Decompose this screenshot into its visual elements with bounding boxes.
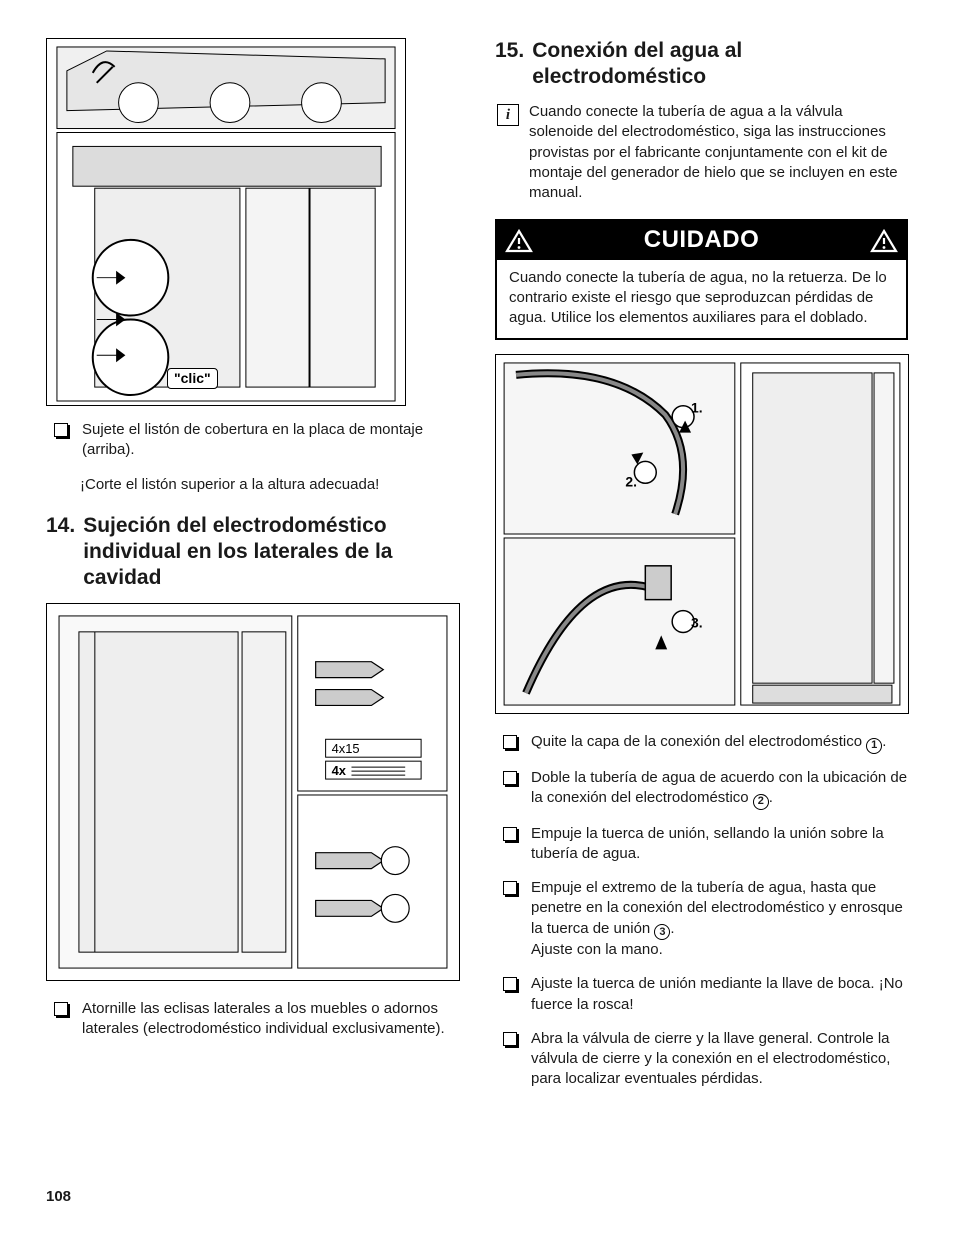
section-14-num: 14. bbox=[46, 513, 75, 539]
list-item: Ajuste la tuerca de unión mediante la ll… bbox=[497, 974, 908, 1015]
section-15-title: Conexión del agua al electrodoméstico bbox=[532, 38, 908, 90]
bullet-list-b: Atornille las eclisas laterales a los mu… bbox=[46, 999, 459, 1040]
circled-ref-2: 2 bbox=[753, 794, 769, 810]
right-column: 15. Conexión del agua al electrodoméstic… bbox=[495, 38, 908, 1104]
screw-size-label: 4x15 bbox=[332, 741, 360, 756]
svg-text:4x: 4x bbox=[332, 763, 347, 778]
svg-text:2.: 2. bbox=[625, 474, 637, 490]
list-item: Atornille las eclisas laterales a los mu… bbox=[48, 999, 459, 1040]
left-column: "clic" Sujete el listón de cobertura en … bbox=[46, 38, 459, 1104]
section-14-heading: 14. Sujeción del electrodoméstico indivi… bbox=[46, 513, 459, 591]
cut-strip-note: ¡Corte el listón superior a la altura ad… bbox=[46, 475, 459, 495]
section-15-heading: 15. Conexión del agua al electrodoméstic… bbox=[495, 38, 908, 90]
caution-header: CUIDADO bbox=[497, 221, 906, 259]
section-15-num: 15. bbox=[495, 38, 524, 64]
list-item: Sujete el listón de cobertura en la plac… bbox=[48, 420, 459, 461]
list-text: Sujete el listón de cobertura en la plac… bbox=[82, 421, 423, 458]
caution-title: CUIDADO bbox=[533, 224, 870, 256]
bullet-list-right: Quite la capa de la conexión del electro… bbox=[495, 732, 908, 1089]
warning-icon bbox=[870, 229, 898, 253]
figure-side-fixing: 4x15 4x bbox=[46, 603, 460, 981]
info-text: Cuando conecte la tubería de agua a la v… bbox=[529, 102, 908, 203]
caution-body: Cuando conecte la tubería de agua, no la… bbox=[497, 260, 906, 339]
caution-box: CUIDADO Cuando conecte la tubería de agu… bbox=[495, 219, 908, 340]
figure-water-connection-svg: 1. 2. 3. bbox=[496, 355, 908, 713]
list-item: Doble la tubería de agua de acuerdo con … bbox=[497, 768, 908, 810]
list-item: Quite la capa de la conexión del electro… bbox=[497, 732, 908, 754]
section-14-title: Sujeción del electrodoméstico individual… bbox=[83, 513, 459, 591]
figure-side-fixing-svg: 4x15 4x bbox=[47, 604, 459, 980]
warning-icon bbox=[505, 229, 533, 253]
figure-cover-strip: "clic" bbox=[46, 38, 406, 406]
svg-text:1.: 1. bbox=[691, 400, 703, 416]
list-item: Abra la válvula de cierre y la llave gen… bbox=[497, 1029, 908, 1090]
svg-text:3.: 3. bbox=[691, 615, 703, 631]
info-icon: i bbox=[497, 104, 519, 126]
circled-ref-1: 1 bbox=[866, 738, 882, 754]
bullet-list-a: Sujete el listón de cobertura en la plac… bbox=[46, 420, 459, 461]
list-text: Atornille las eclisas laterales a los mu… bbox=[82, 1000, 445, 1037]
info-block: i Cuando conecte la tubería de agua a la… bbox=[495, 102, 908, 203]
list-item: Empuje el extremo de la tubería de agua,… bbox=[497, 878, 908, 960]
circled-ref-3: 3 bbox=[654, 924, 670, 940]
figure-cover-strip-svg bbox=[47, 39, 405, 405]
clic-label: "clic" bbox=[167, 368, 218, 389]
list-item: Empuje la tuerca de unión, sellando la u… bbox=[497, 824, 908, 865]
figure-water-connection: 1. 2. 3. bbox=[495, 354, 909, 714]
page-number: 108 bbox=[46, 1187, 71, 1207]
two-column-layout: "clic" Sujete el listón de cobertura en … bbox=[46, 38, 908, 1104]
